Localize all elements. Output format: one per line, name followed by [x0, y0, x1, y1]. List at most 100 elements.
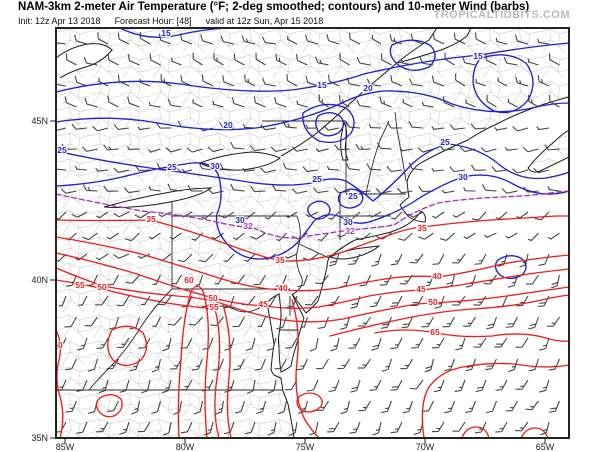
wind-barb [71, 211, 88, 218]
wind-barb [267, 379, 277, 394]
wind-barb [213, 52, 224, 66]
wind-barb [514, 34, 529, 45]
contour-label-50: 50 [53, 340, 63, 350]
wind-barb [76, 421, 88, 434]
wind-barb [188, 316, 203, 326]
wind-barb [107, 95, 119, 108]
wind-barb [137, 253, 151, 259]
wind-barb [328, 74, 340, 87]
wind-barb [337, 358, 350, 370]
wind-barb [371, 253, 382, 267]
wind-barb [470, 123, 487, 130]
wind-barb [514, 421, 529, 432]
wind-barb [148, 232, 161, 240]
wind-barb [539, 337, 550, 351]
wind-barb [317, 316, 330, 330]
wind-barb [191, 358, 204, 371]
wind-barb [512, 168, 529, 174]
wind-barb [148, 101, 161, 108]
contour-label-25: 25 [312, 174, 322, 184]
wind-barb [241, 35, 256, 45]
wind-barb [96, 421, 109, 433]
wind-barb [431, 421, 445, 433]
wind-barb [219, 162, 235, 171]
wind-barb [113, 167, 130, 173]
wind-barb [291, 146, 308, 152]
contour-line-65 [421, 362, 569, 438]
wind-barb [340, 400, 351, 415]
wind-barb [366, 163, 382, 171]
wind-barb [339, 52, 350, 66]
wind-barb [305, 211, 319, 218]
wind-barb [282, 162, 298, 171]
wind-barb [97, 32, 109, 45]
wind-barb [274, 96, 287, 108]
contour-line-15 [119, 28, 229, 38]
wind-barb [220, 35, 235, 45]
wind-barb [147, 148, 161, 153]
wind-barb [161, 379, 172, 394]
wind-barb [462, 316, 476, 327]
wind-barb [397, 232, 413, 241]
wind-barb [244, 74, 256, 87]
wind-barb [297, 274, 309, 288]
wind-barb [138, 337, 151, 349]
wind-barb [527, 232, 539, 242]
wind-barb [547, 232, 560, 240]
wind-barb [381, 400, 393, 414]
wind-barb [295, 54, 308, 66]
wind-barb [336, 232, 350, 238]
forecast-hour: Forecast Hour: [48] [114, 15, 192, 26]
wind-barb [250, 185, 266, 193]
wind-barb [418, 232, 434, 240]
wind-barb [119, 421, 130, 435]
watermark: TROPICALTIDBITS.COM [433, 9, 570, 21]
wind-barb [402, 98, 413, 108]
wind-barb [131, 400, 141, 415]
wind-barb [494, 127, 508, 131]
contour-label-50: 50 [428, 297, 438, 307]
wind-barb [390, 337, 403, 350]
wind-barb [339, 316, 351, 330]
wind-barb [98, 379, 109, 394]
wind-barb [326, 34, 340, 45]
wind-barb [431, 75, 445, 87]
wind-barb [515, 337, 529, 348]
wind-barb [396, 187, 413, 194]
contour-line-15 [389, 39, 436, 72]
wind-barb [266, 337, 277, 351]
wind-barb [233, 53, 245, 66]
lon-tick-label: 80W [176, 442, 195, 452]
wind-barb [444, 52, 455, 66]
wind-barb [77, 337, 88, 351]
wind-barb [316, 358, 329, 370]
wind-barb [233, 358, 245, 371]
st-lawrence-river [280, 28, 472, 157]
wind-barb [350, 379, 361, 393]
wind-barb [349, 421, 361, 434]
wind-barb [442, 316, 455, 328]
wind-barb [169, 232, 182, 240]
chart-title: NAM-3km 2-meter Air Temperature (°F; 2-d… [18, 1, 530, 13]
contour-label-15: 15 [161, 28, 171, 38]
axis-labels: 45N 40N 35N 85W 80W 75W 70W 65W [31, 116, 554, 452]
contour-line-20 [315, 112, 345, 137]
contour-line-55 [56, 279, 221, 438]
wind-barb [355, 143, 371, 151]
contour-label-35: 35 [146, 214, 156, 224]
wind-barb [275, 274, 288, 287]
wind-barb [528, 316, 540, 330]
wind-barb [151, 358, 162, 373]
wind-barb [434, 295, 445, 309]
wind-barb [232, 232, 245, 241]
wind-barb [471, 211, 487, 221]
contour-line-30 [307, 200, 331, 220]
wind-barb [548, 358, 561, 371]
wind-barb [390, 421, 403, 434]
wind-barb [253, 274, 266, 286]
init-time: Init: 12z Apr 13 2018 [18, 15, 101, 26]
wind-barb [296, 358, 308, 371]
wind-barb [212, 100, 224, 108]
wind-barb [356, 56, 371, 66]
